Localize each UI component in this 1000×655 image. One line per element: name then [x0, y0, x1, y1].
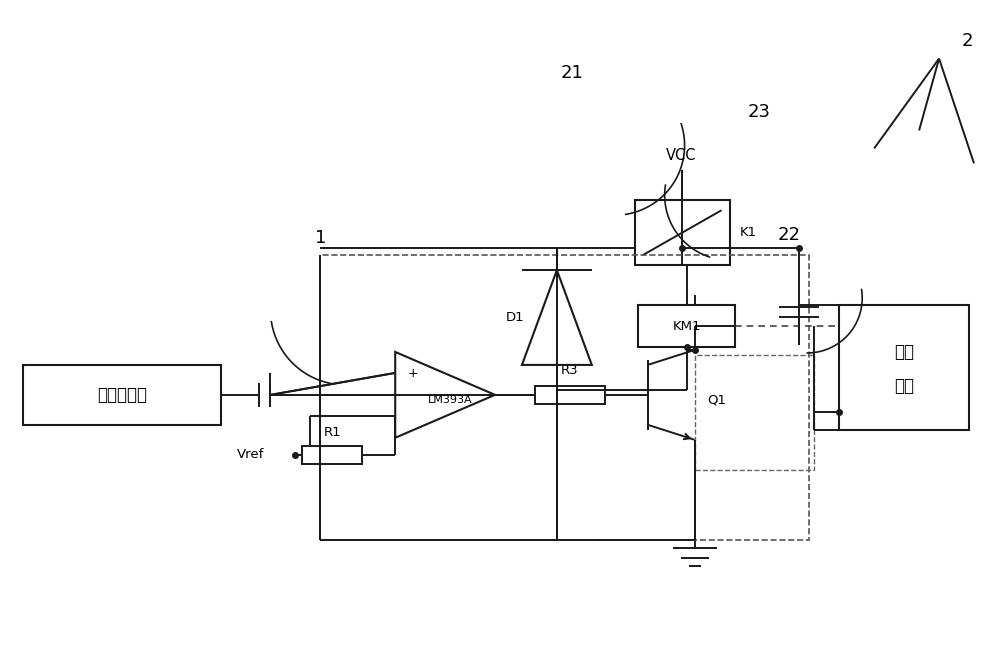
Text: 切换: 切换 [894, 343, 914, 362]
Text: R3: R3 [561, 364, 579, 377]
Text: 压力传感器: 压力传感器 [97, 386, 147, 404]
Bar [320, 255, 809, 540]
Text: R1: R1 [324, 426, 341, 440]
Text: +: + [408, 367, 418, 381]
Text: 1: 1 [315, 229, 326, 247]
Bar [839, 305, 969, 430]
Bar [638, 305, 735, 347]
Text: LM393A: LM393A [428, 395, 472, 405]
Bar [302, 446, 362, 464]
Text: D1: D1 [506, 310, 524, 324]
Text: 23: 23 [748, 103, 771, 121]
Text: 22: 22 [778, 226, 801, 244]
Bar [535, 386, 605, 404]
Bar [695, 355, 814, 470]
Text: 2: 2 [961, 31, 973, 50]
Text: 21: 21 [560, 64, 583, 81]
Text: 装置: 装置 [894, 377, 914, 395]
Text: Q1: Q1 [707, 394, 726, 406]
Text: K1: K1 [739, 226, 757, 238]
Text: KM1: KM1 [672, 320, 701, 333]
Bar [635, 200, 730, 265]
Bar [23, 365, 221, 425]
Text: Vref: Vref [237, 448, 264, 461]
Text: VCC: VCC [666, 148, 697, 163]
